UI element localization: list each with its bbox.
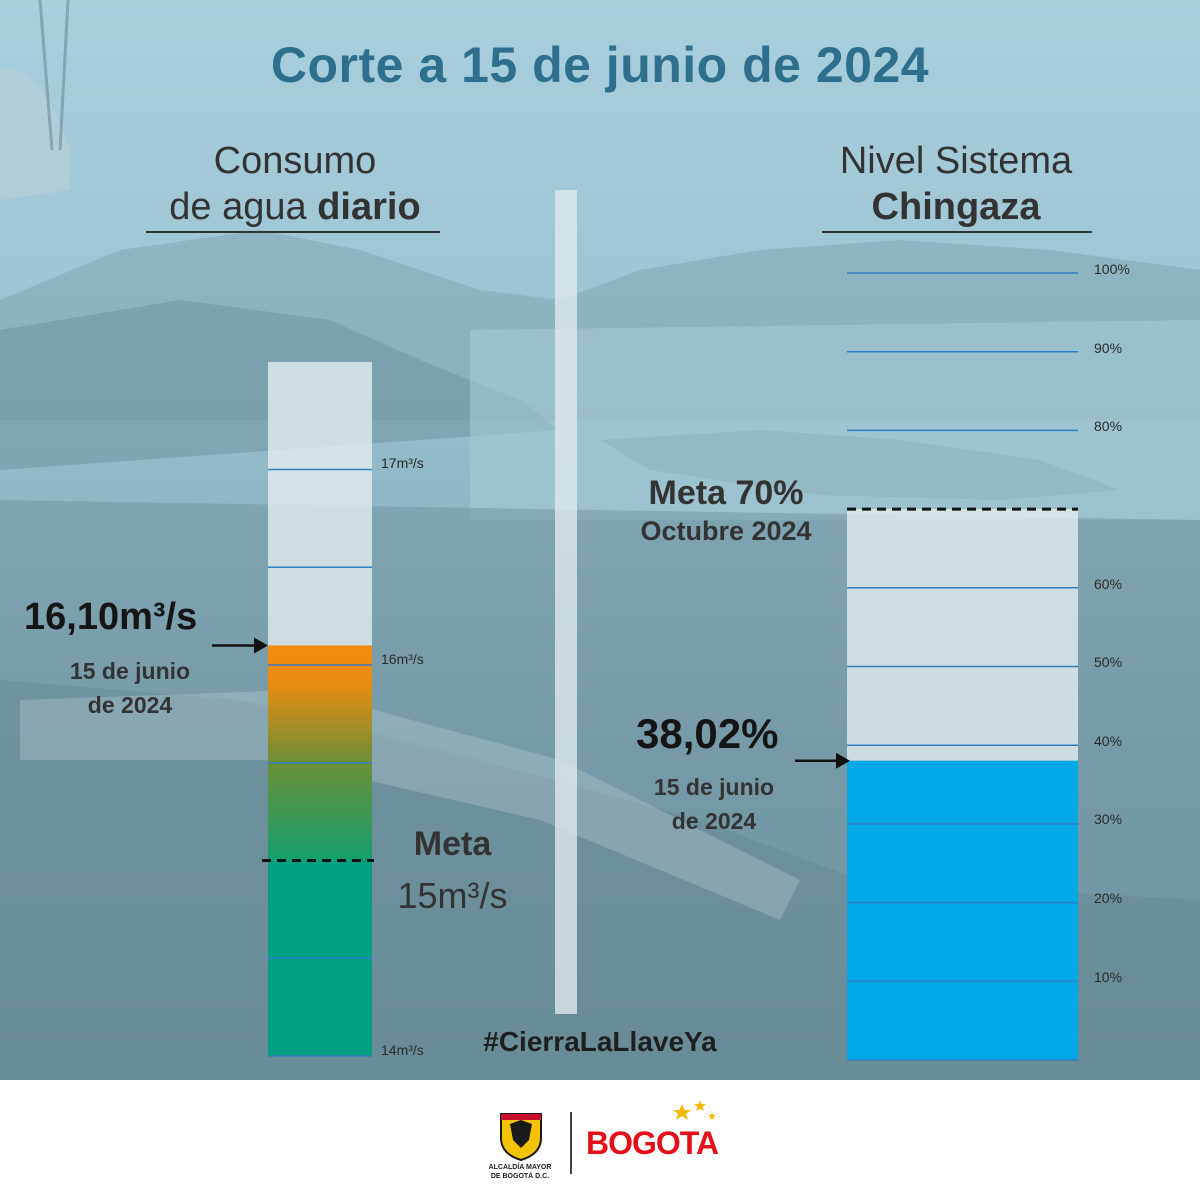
consumption-date-line1: 15 de junio [69, 658, 191, 684]
consumption-tick-16: 16m³/s [381, 651, 424, 667]
chingaza-date-line1: 15 de junio [653, 774, 775, 800]
left-title-underline [146, 231, 440, 233]
chingaza-bar-empty [847, 509, 1078, 761]
right-panel-title: Nivel Sistema Chingaza [810, 138, 1102, 230]
chingaza-bar-fill [847, 760, 1078, 1060]
left-title-line1: Consumo [213, 140, 377, 182]
chingaza-tick-40: 40% [1094, 733, 1123, 749]
city-hall-logo-line2: DE BOGOTÁ D.C. [490, 1173, 550, 1180]
consumption-target-line2: 15m³/s [397, 875, 508, 916]
left-title-line2-regular: de agua [169, 186, 318, 228]
chingaza-gridlines [847, 272, 1078, 1061]
footer [0, 1080, 1200, 1201]
consumption-tick-17: 17m³/s [381, 455, 424, 471]
chingaza-tick-50: 50% [1094, 654, 1123, 670]
chingaza-tick-20: 20% [1094, 890, 1123, 906]
city-hall-logo-text: ALCALDÍA MAYOR DE BOGOTÁ D.C. [470, 1163, 570, 1181]
consumption-gridlines [268, 468, 372, 1057]
hashtag: #CierraLaLlaveYa [483, 1026, 717, 1057]
consumption-chart [212, 362, 374, 1057]
chingaza-value: 38,02% [636, 710, 779, 757]
left-title-line2: de agua diario [145, 184, 445, 230]
consumption-date: 15 de junio de 2024 [40, 654, 220, 722]
consumption-tick-14: 14m³/s [381, 1042, 424, 1058]
city-hall-logo-line1: ALCALDÍA MAYOR [488, 1164, 552, 1171]
left-title-line2-bold: diario [317, 186, 421, 228]
consumption-target-label: Meta 15m³/s [370, 818, 535, 922]
chingaza-tick-90: 90% [1094, 340, 1123, 356]
chingaza-target-line2: Octubre 2024 [640, 516, 812, 546]
right-title-line2: Chingaza [810, 184, 1102, 230]
right-title-line2-bold: Chingaza [871, 186, 1041, 228]
chingaza-arrow-head [836, 752, 850, 769]
consumption-bar-above-target [268, 645, 372, 861]
chingaza-tick-100: 100% [1094, 261, 1130, 277]
chingaza-target-line1: Meta 70% [648, 474, 804, 512]
left-panel-title: Consumo de agua diario [145, 138, 445, 230]
chingaza-level-chart [795, 272, 1078, 1061]
chingaza-date: 15 de junio de 2024 [624, 770, 804, 838]
chingaza-tick-80: 80% [1094, 418, 1123, 434]
chingaza-tick-60: 60% [1094, 576, 1123, 592]
chingaza-tick-10: 10% [1094, 969, 1123, 985]
consumption-value: 16,10m³/s [24, 596, 198, 638]
page-title: Corte a 15 de junio de 2024 [270, 37, 930, 93]
center-divider [555, 190, 577, 1014]
consumption-target-line1: Meta [413, 825, 492, 863]
right-title-line1: Nivel Sistema [839, 140, 1073, 182]
right-title-underline [822, 231, 1092, 233]
bogota-logo-stars-icon [673, 1100, 716, 1120]
chingaza-target-label: Meta 70% Octubre 2024 [600, 472, 852, 548]
chingaza-tick-30: 30% [1094, 811, 1123, 827]
chingaza-value-arrow [795, 752, 850, 769]
consumption-date-line2: de 2024 [87, 692, 173, 718]
infographic-canvas: Corte a 15 de junio de 2024 Consumo de a… [0, 0, 1200, 1080]
consumption-arrow-head [254, 637, 268, 654]
bogota-coat-of-arms-logo [500, 1113, 542, 1162]
bogota-brand-logo: BOGOTA [586, 1125, 719, 1161]
consumption-value-arrow [212, 637, 268, 654]
logo-divider [570, 1112, 572, 1174]
chingaza-date-line2: de 2024 [671, 808, 757, 834]
